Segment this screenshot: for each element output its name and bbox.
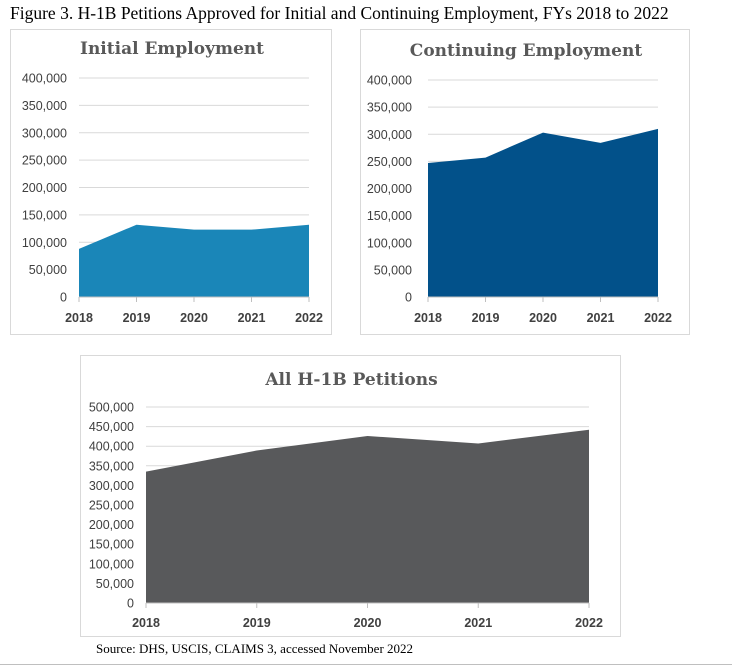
y-tick-label: 450,000 [89, 420, 134, 434]
y-tick-label: 250,000 [89, 499, 134, 513]
y-tick-label: 150,000 [22, 208, 67, 222]
x-tick-label: 2020 [180, 311, 208, 325]
y-tick-label: 400,000 [89, 440, 134, 454]
y-tick-label: 250,000 [367, 155, 412, 169]
x-tick-label: 2020 [354, 616, 382, 630]
continuing-employment-plot: Continuing Employment 0 50,000 100,000 150,0… [367, 41, 672, 325]
y-tick-label: 350,000 [89, 459, 134, 473]
y-tick-label: 400,000 [22, 72, 67, 86]
y-tick-label: 300,000 [22, 126, 67, 140]
y-tick-label: 50,000 [96, 577, 134, 591]
x-tick-label: 2018 [132, 616, 160, 630]
chart-title: Continuing Employment [410, 41, 643, 61]
y-tick-label: 300,000 [89, 479, 134, 493]
x-tick-label: 2019 [123, 311, 151, 325]
x-tick-label: 2022 [295, 311, 323, 325]
source-note: Source: DHS, USCIS, CLAIMS 3, accessed N… [96, 641, 414, 656]
all-h1b-petitions-plot: All H-1B Petitions 0 50,000 100,000 150,000 2… [89, 370, 603, 630]
x-tick-label: 2022 [575, 616, 603, 630]
y-tick-label: 400,000 [367, 74, 412, 88]
y-tick-label: 0 [127, 597, 134, 611]
y-tick-label: 350,000 [367, 101, 412, 115]
x-tick-label: 2021 [464, 616, 492, 630]
y-tick-label: 0 [60, 291, 67, 305]
footer-divider [0, 664, 732, 665]
chart-title: Initial Employment [80, 39, 264, 59]
y-tick-label: 500,000 [89, 401, 134, 415]
area-series [79, 224, 309, 297]
y-tick-label: 200,000 [22, 181, 67, 195]
y-tick-label: 50,000 [374, 263, 412, 277]
x-tick-label: 2020 [529, 311, 557, 325]
y-tick-label: 150,000 [367, 209, 412, 223]
x-tick-label: 2021 [238, 311, 266, 325]
all-h1b-petitions-chart: All H-1B Petitions 0 50,000 100,000 150,000 2… [80, 355, 621, 637]
figure-title: Figure 3. H-1B Petitions Approved for In… [10, 3, 669, 23]
y-tick-label: 200,000 [367, 182, 412, 196]
y-tick-label: 300,000 [367, 128, 412, 142]
x-tick-label: 2021 [587, 311, 615, 325]
x-tick-label: 2018 [65, 311, 93, 325]
chart-title: All H-1B Petitions [264, 370, 437, 390]
y-tick-label: 350,000 [22, 99, 67, 113]
x-tick-label: 2018 [414, 311, 442, 325]
y-tick-label: 200,000 [89, 518, 134, 532]
initial-employment-plot: Initial Employment 0 50,000 100,000 150,000 2… [22, 39, 323, 325]
y-tick-label: 50,000 [29, 263, 67, 277]
x-tick-label: 2019 [243, 616, 271, 630]
y-tick-label: 100,000 [22, 236, 67, 250]
initial-employment-chart: Initial Employment 0 50,000 100,000 150,000 2… [10, 29, 332, 335]
y-tick-label: 100,000 [89, 557, 134, 571]
y-tick-label: 0 [405, 291, 412, 305]
y-tick-label: 100,000 [367, 236, 412, 250]
area-series [428, 128, 658, 297]
x-tick-label: 2022 [644, 311, 672, 325]
continuing-employment-chart: Continuing Employment 0 50,000 100,000 150,0… [360, 29, 690, 335]
x-tick-label: 2019 [472, 311, 500, 325]
area-series [146, 429, 589, 603]
y-tick-label: 150,000 [89, 538, 134, 552]
y-tick-label: 250,000 [22, 154, 67, 168]
